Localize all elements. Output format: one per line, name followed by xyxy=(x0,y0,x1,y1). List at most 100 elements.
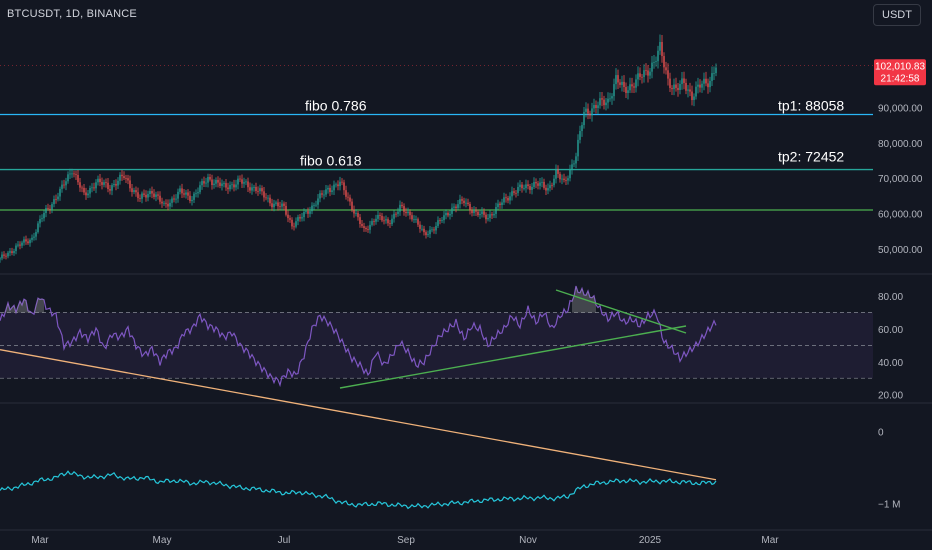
candle xyxy=(541,181,543,183)
candle xyxy=(429,229,431,235)
candle xyxy=(83,187,85,193)
candle xyxy=(531,186,533,190)
candle xyxy=(673,84,675,90)
candle xyxy=(385,219,387,221)
time-axis-label: Sep xyxy=(397,535,415,546)
candle xyxy=(677,87,679,91)
candle xyxy=(0,258,1,260)
candle xyxy=(41,218,43,220)
candle xyxy=(503,197,505,203)
candle xyxy=(193,193,195,200)
candle xyxy=(409,211,411,216)
candle xyxy=(205,182,207,184)
candle xyxy=(533,182,535,187)
time-axis-label: Mar xyxy=(761,535,779,546)
candle xyxy=(147,194,149,198)
candle xyxy=(365,227,367,230)
candle xyxy=(31,237,33,240)
candle xyxy=(301,217,303,219)
candle xyxy=(255,186,257,191)
candle xyxy=(39,219,41,224)
candle xyxy=(183,193,185,195)
candle xyxy=(281,203,283,207)
candle xyxy=(169,202,171,207)
candle xyxy=(457,204,459,209)
tp1-label: tp1: 88058 xyxy=(778,98,844,114)
candle xyxy=(171,198,173,203)
candle xyxy=(277,202,279,207)
candle xyxy=(45,207,47,214)
candle xyxy=(675,84,677,88)
candle xyxy=(153,193,155,197)
candle xyxy=(695,86,697,97)
candle xyxy=(209,176,211,180)
candle xyxy=(203,181,205,184)
candle xyxy=(567,178,569,181)
candle xyxy=(331,190,333,192)
candle xyxy=(189,195,191,202)
candle xyxy=(357,213,359,218)
candle xyxy=(73,173,75,175)
candle xyxy=(577,139,579,157)
candle xyxy=(419,224,421,229)
candle xyxy=(583,111,585,126)
candle xyxy=(571,164,573,170)
currency-button[interactable]: USDT xyxy=(873,4,921,26)
candle xyxy=(93,187,95,189)
candle xyxy=(225,183,227,188)
candle xyxy=(127,178,129,181)
candle xyxy=(89,187,91,194)
candle xyxy=(143,193,145,195)
candle xyxy=(447,212,449,216)
candle xyxy=(427,234,429,236)
candle xyxy=(697,84,699,87)
candle xyxy=(617,75,619,83)
candle xyxy=(219,182,221,186)
candle xyxy=(479,214,481,216)
time-axis-label: Nov xyxy=(519,535,537,546)
candle xyxy=(303,211,305,218)
candle xyxy=(459,199,461,205)
candle xyxy=(497,203,499,208)
candle xyxy=(431,229,433,231)
candle xyxy=(227,187,229,190)
candle xyxy=(257,190,259,192)
candle xyxy=(71,173,73,175)
candle xyxy=(399,204,401,212)
candle xyxy=(637,73,639,80)
candle xyxy=(371,221,373,225)
candle xyxy=(81,187,83,189)
candle xyxy=(481,211,483,215)
candle xyxy=(309,211,311,214)
candle xyxy=(47,207,49,209)
candle xyxy=(109,188,111,191)
candle xyxy=(37,223,39,233)
candle xyxy=(669,78,671,88)
candle xyxy=(347,196,349,198)
candle xyxy=(107,182,109,189)
candle xyxy=(161,201,163,204)
candle xyxy=(395,213,397,215)
candle xyxy=(413,219,415,221)
candle xyxy=(335,184,337,186)
candle xyxy=(51,204,53,210)
candle xyxy=(495,207,497,214)
candle xyxy=(285,205,287,215)
candle xyxy=(509,196,511,201)
candle xyxy=(33,236,35,238)
candle xyxy=(245,181,247,183)
candle xyxy=(315,204,317,206)
candle xyxy=(239,178,241,180)
candle xyxy=(591,108,593,116)
candle xyxy=(585,108,587,112)
candle xyxy=(471,210,473,214)
candle xyxy=(337,184,339,187)
candle xyxy=(565,179,567,181)
candle xyxy=(67,174,69,182)
candle xyxy=(455,206,457,209)
candle xyxy=(435,225,437,231)
candle xyxy=(601,98,603,100)
candle xyxy=(267,197,269,199)
candle xyxy=(237,178,239,185)
